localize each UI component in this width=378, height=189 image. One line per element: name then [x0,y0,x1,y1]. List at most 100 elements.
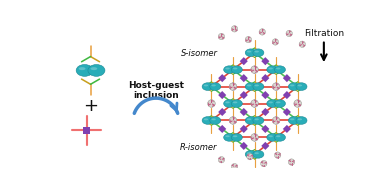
Polygon shape [251,133,259,141]
Ellipse shape [296,117,307,124]
Ellipse shape [233,101,237,103]
Ellipse shape [231,66,242,74]
Polygon shape [272,116,280,125]
Ellipse shape [90,67,97,70]
Polygon shape [240,74,248,82]
Circle shape [272,39,279,45]
Ellipse shape [276,67,280,70]
Circle shape [251,66,259,74]
Polygon shape [261,125,270,133]
Ellipse shape [79,67,85,70]
Ellipse shape [254,51,259,53]
Circle shape [229,117,237,124]
Ellipse shape [202,83,213,90]
Ellipse shape [274,100,285,107]
Circle shape [208,100,215,107]
Circle shape [251,100,259,107]
Ellipse shape [210,83,221,90]
Ellipse shape [231,100,242,107]
FancyBboxPatch shape [291,119,304,122]
Ellipse shape [288,117,299,124]
Ellipse shape [225,101,230,103]
Circle shape [286,30,293,37]
Polygon shape [261,142,270,150]
Polygon shape [251,66,259,74]
Circle shape [218,156,225,163]
Ellipse shape [225,135,230,137]
Ellipse shape [253,117,264,124]
FancyBboxPatch shape [270,135,282,139]
Polygon shape [261,91,270,99]
Ellipse shape [288,83,299,90]
Polygon shape [261,74,270,82]
Ellipse shape [276,101,280,103]
Ellipse shape [267,134,278,141]
Ellipse shape [268,67,273,70]
Ellipse shape [247,152,251,154]
Ellipse shape [267,66,278,74]
Circle shape [274,152,281,158]
Ellipse shape [268,135,273,137]
Ellipse shape [204,118,208,120]
Polygon shape [218,125,226,133]
Circle shape [299,41,305,47]
Ellipse shape [274,66,285,74]
Circle shape [272,83,280,90]
Polygon shape [261,108,270,116]
Circle shape [260,160,267,167]
Polygon shape [240,57,248,65]
Ellipse shape [204,84,208,86]
Circle shape [231,163,238,170]
Polygon shape [283,108,291,116]
FancyBboxPatch shape [248,84,261,89]
Polygon shape [261,57,270,65]
Bar [84,127,90,134]
Text: S-isomer: S-isomer [181,49,218,58]
Circle shape [251,134,259,141]
Ellipse shape [245,83,256,90]
Ellipse shape [253,151,264,158]
FancyBboxPatch shape [291,84,304,89]
Ellipse shape [245,151,256,158]
Polygon shape [240,125,248,133]
FancyBboxPatch shape [227,68,239,72]
Ellipse shape [276,135,280,137]
Ellipse shape [247,51,251,53]
Polygon shape [218,108,226,116]
Polygon shape [272,83,280,91]
Ellipse shape [76,64,93,76]
Ellipse shape [290,84,294,86]
Polygon shape [229,116,237,125]
Ellipse shape [245,117,256,124]
FancyBboxPatch shape [248,51,261,55]
Ellipse shape [245,49,256,57]
Circle shape [229,83,237,90]
Circle shape [259,29,265,35]
Ellipse shape [290,118,294,120]
FancyBboxPatch shape [227,101,239,106]
Text: Filtration: Filtration [304,29,344,38]
Ellipse shape [231,134,242,141]
Polygon shape [251,99,259,108]
FancyBboxPatch shape [270,101,282,106]
FancyBboxPatch shape [248,119,261,122]
Ellipse shape [211,118,216,120]
Circle shape [288,159,295,165]
Ellipse shape [88,64,105,76]
Ellipse shape [297,84,302,86]
Ellipse shape [247,84,251,86]
Ellipse shape [233,135,237,137]
Ellipse shape [225,67,230,70]
Ellipse shape [224,100,235,107]
Circle shape [218,33,225,40]
Polygon shape [218,74,226,82]
Ellipse shape [202,117,213,124]
Polygon shape [240,91,248,99]
Ellipse shape [297,118,302,120]
FancyBboxPatch shape [248,152,261,156]
Circle shape [231,26,238,32]
Ellipse shape [274,134,285,141]
Text: +: + [83,97,98,115]
FancyBboxPatch shape [205,119,218,122]
Text: R-isomer: R-isomer [180,143,218,152]
